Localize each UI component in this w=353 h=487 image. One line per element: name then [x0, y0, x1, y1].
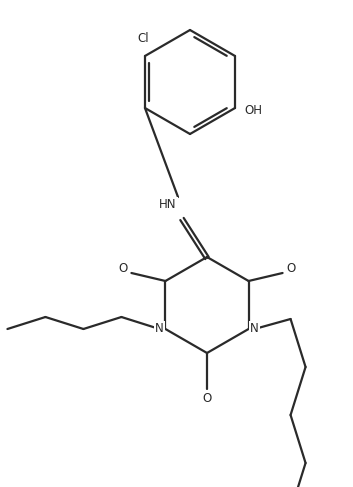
- Text: N: N: [155, 322, 164, 336]
- Text: Cl: Cl: [137, 32, 149, 44]
- Text: O: O: [286, 262, 295, 276]
- Text: O: O: [202, 392, 212, 405]
- Text: N: N: [250, 322, 259, 336]
- Text: O: O: [119, 262, 128, 276]
- Text: OH: OH: [244, 104, 262, 116]
- Text: HN: HN: [159, 199, 177, 211]
